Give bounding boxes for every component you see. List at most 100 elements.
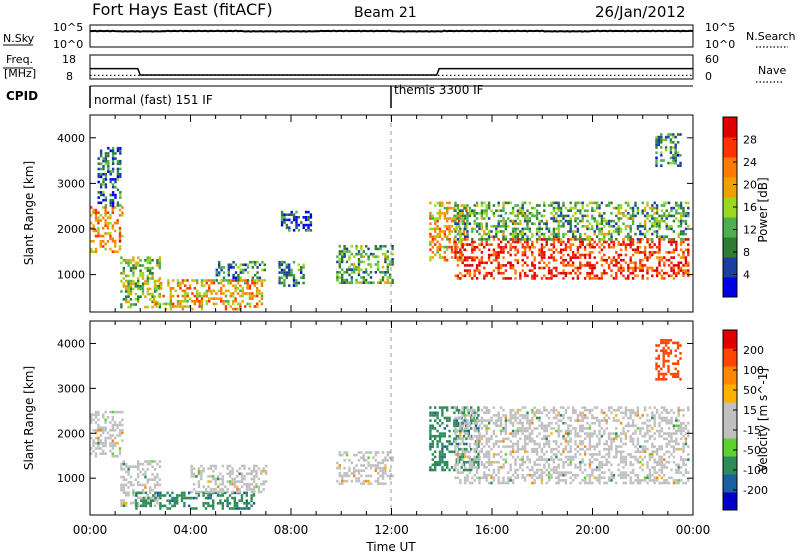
velocity-cell (576, 445, 580, 448)
power-cell (497, 219, 500, 223)
power-cell (181, 279, 184, 282)
velocity-cell (643, 408, 647, 412)
power-cell (217, 289, 220, 293)
velocity-cell (125, 462, 128, 466)
power-cell (543, 232, 546, 236)
velocity-cell (667, 442, 671, 446)
velocity-cell (441, 466, 444, 469)
power-cell (127, 282, 130, 285)
power-cell (386, 263, 389, 266)
power-cell (244, 279, 247, 282)
velocity-cell (466, 419, 469, 422)
velocity-cell (607, 455, 611, 459)
velocity-cell (243, 491, 246, 495)
power-cell (205, 294, 208, 298)
power-cell (569, 217, 572, 220)
velocity-cell (369, 466, 373, 470)
power-cell (665, 235, 668, 238)
power-cell (660, 146, 663, 149)
power-cell (109, 201, 112, 205)
velocity-cell (528, 434, 532, 438)
velocity-cell (125, 501, 128, 505)
velocity-cell (619, 440, 623, 443)
power-cell (107, 165, 110, 168)
velocity-cell (675, 416, 678, 420)
power-cell (288, 263, 291, 267)
velocity-cell (374, 466, 377, 470)
power-cell (550, 243, 553, 246)
power-cell (471, 212, 474, 215)
power-cell (591, 245, 594, 249)
velocity-cell (663, 406, 666, 409)
velocity-cell (144, 483, 147, 487)
velocity-cell (569, 437, 572, 441)
velocity-cell (516, 427, 520, 430)
power-cell (581, 204, 584, 207)
power-cell (607, 201, 611, 205)
velocity-cell (379, 482, 382, 485)
power-cell (586, 238, 589, 241)
power-cell (290, 268, 293, 272)
power-cell (662, 159, 665, 162)
power-cell (658, 238, 661, 241)
power-cell (665, 209, 668, 212)
power-cell (600, 238, 604, 241)
velocity-cell (159, 491, 162, 495)
velocity-cell (588, 434, 592, 438)
nsky-right-tick-bottom: 10^0 (705, 38, 735, 51)
velocity-cell (477, 466, 480, 469)
power-cell (478, 222, 481, 225)
power-cell (200, 300, 204, 303)
velocity-cell (209, 480, 213, 483)
velocity-cell (607, 453, 611, 456)
velocity-cell (111, 444, 114, 448)
power-cell (646, 238, 649, 241)
power-cell (540, 258, 544, 262)
power-cell (242, 271, 245, 274)
velocity-cell (453, 450, 456, 454)
velocity-cell (429, 447, 432, 451)
power-cell (531, 240, 534, 244)
power-cell (629, 214, 632, 218)
power-cell (97, 227, 100, 230)
power-cell (574, 217, 577, 220)
velocity-cell (262, 467, 265, 470)
power-cell (210, 292, 213, 295)
velocity-cell (495, 442, 498, 446)
power-cell (672, 230, 676, 233)
velocity-cell (624, 458, 628, 461)
power-cell (459, 227, 462, 231)
nsky-frame (89, 24, 694, 48)
power-cell (651, 222, 654, 225)
velocity-cell (429, 434, 432, 438)
velocity-cell (374, 459, 377, 462)
power-cell (241, 289, 244, 293)
power-cell (151, 266, 154, 270)
power-cell (118, 208, 122, 212)
power-cell (485, 232, 488, 236)
power-cell (646, 277, 649, 280)
power-cell (531, 251, 534, 254)
velocity-cell (684, 440, 688, 443)
power-cell (600, 248, 604, 252)
velocity-cell (528, 468, 532, 472)
velocity-cell (360, 464, 363, 467)
power-cell (386, 265, 389, 269)
power-cell (667, 161, 670, 165)
power-cell (499, 230, 503, 233)
power-cell (579, 253, 582, 257)
power-cell (106, 232, 110, 235)
velocity-cell (535, 471, 539, 474)
velocity-cell (228, 464, 232, 468)
velocity-cell (660, 468, 664, 472)
power-cell (288, 271, 291, 274)
velocity-cell (264, 469, 268, 473)
velocity-cell (362, 482, 365, 485)
velocity-cell (679, 432, 683, 435)
velocity-cell (475, 416, 479, 420)
velocity-cell (643, 450, 647, 454)
power-cell (196, 289, 199, 293)
velocity-cell (574, 434, 577, 438)
velocity-cell (463, 432, 467, 435)
velocity-cell (603, 463, 606, 467)
